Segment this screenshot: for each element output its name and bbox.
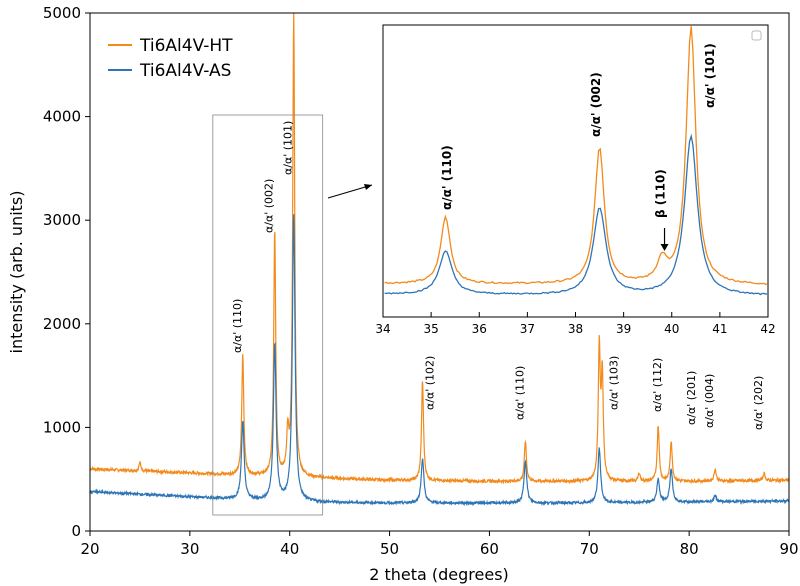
peak-label: α/α' (103): [607, 356, 620, 410]
inset-x-tick-label: 42: [760, 322, 775, 336]
inset-x-tick-label: 34: [375, 322, 390, 336]
peak-label: α/α' (004): [703, 374, 716, 428]
series-line-ht: [89, 12, 790, 485]
y-tick-label: 4000: [43, 108, 81, 126]
y-tick-label: 0: [71, 522, 81, 540]
y-tick-label: 1000: [43, 418, 81, 436]
x-tick-label: 30: [180, 540, 199, 558]
inset-legend-box: [751, 30, 762, 41]
inset-peak-label: β (110): [654, 169, 668, 218]
peak-label: α/α' (101): [282, 121, 295, 175]
inset-x-tick-label: 35: [423, 322, 438, 336]
peak-label: α/α' (002): [263, 179, 276, 233]
zoom-arrow-head: [364, 184, 372, 190]
peak-label: α/α' (201): [685, 371, 698, 425]
x-tick-label: 60: [480, 540, 499, 558]
legend-label-ht: Ti6Al4V-HT: [139, 36, 233, 56]
x-tick-label: 80: [680, 540, 699, 558]
peak-label: α/α' (110): [231, 299, 244, 353]
inset-x-tick-label: 40: [664, 322, 679, 336]
plot-frame: [89, 12, 790, 532]
x-tick-label: 70: [580, 540, 599, 558]
inset-peak-label: α/α' (101): [703, 43, 717, 108]
y-tick-label: 3000: [43, 211, 81, 229]
series-line-as: [89, 214, 790, 507]
inset-x-tick-label: 37: [520, 322, 535, 336]
y-tick-label: 5000: [43, 4, 81, 22]
peak-label: α/α' (110): [513, 366, 526, 420]
peak-label: α/α' (202): [752, 376, 765, 430]
zoom-arrow: [327, 184, 373, 199]
x-tick-label: 50: [380, 540, 399, 558]
beta-arrow-head: [660, 244, 669, 251]
peak-label: α/α' (112): [651, 358, 664, 412]
x-tick-label: 90: [779, 540, 798, 558]
y-axis-title: intensity (arb. units): [7, 191, 26, 354]
inset-series-line-as: [384, 133, 768, 296]
inset-x-tick-label: 41: [712, 322, 727, 336]
y-tick-label: 2000: [43, 315, 81, 333]
x-tick-label: 20: [80, 540, 99, 558]
x-tick-label: 40: [280, 540, 299, 558]
legend-label-as: Ti6Al4V-AS: [139, 61, 231, 81]
inset-series-line-ht: [384, 26, 768, 286]
zoom-region-box: [212, 114, 324, 516]
legend: Ti6Al4V-HT Ti6Al4V-AS: [108, 36, 233, 81]
inset-x-tick-label: 39: [616, 322, 631, 336]
inset-peak-label: α/α' (002): [589, 72, 603, 137]
peak-label: α/α' (102): [424, 356, 437, 410]
inset-chart: 34 35 36 37 38 39 40 41 42 α/α' (110) α/α' (002) α/…: [375, 24, 776, 336]
inset-x-tick-label: 38: [568, 322, 583, 336]
x-axis-title: 2 theta (degrees): [369, 565, 509, 584]
inset-x-tick-label: 36: [472, 322, 487, 336]
inset-peak-label: α/α' (110): [440, 145, 454, 210]
